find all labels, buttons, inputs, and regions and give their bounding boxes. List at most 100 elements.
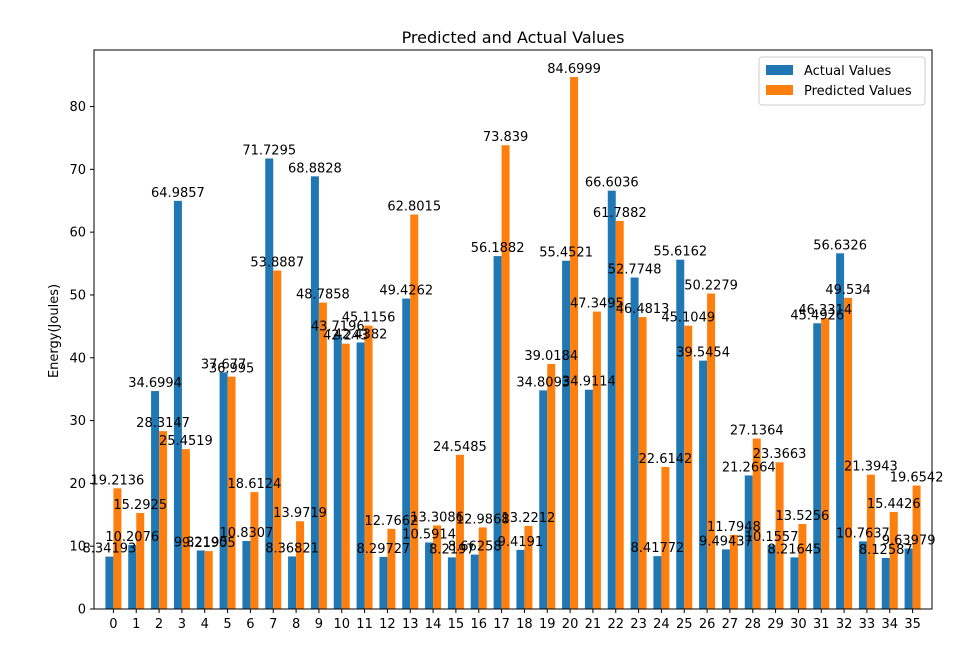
bar-label-predicted-14: 13.3086: [410, 510, 464, 525]
x-tick-label-2: 2: [155, 617, 163, 632]
y-tick-label-70: 70: [69, 163, 86, 178]
bar-label-predicted-26: 50.2279: [684, 279, 738, 294]
legend: Actual Values Predicted Values: [758, 56, 926, 106]
bar-label-actual-12: 8.29727: [357, 542, 411, 557]
bar-predicted-25: [684, 325, 693, 609]
x-tick-label-24: 24: [653, 617, 670, 632]
bar-predicted-28: [752, 438, 761, 609]
x-tick-label-10: 10: [333, 617, 350, 632]
bar-predicted-19: [547, 363, 556, 609]
x-tick-label-12: 12: [379, 617, 396, 632]
x-tick-label-27: 27: [722, 617, 739, 632]
bar-predicted-0: [113, 488, 122, 609]
x-tick-label-4: 4: [201, 617, 209, 632]
bar-predicted-27: [729, 534, 738, 609]
bar-label-actual-27: 9.49437: [699, 534, 753, 549]
bar-label-predicted-34: 15.4426: [867, 497, 921, 512]
bar-label-actual-5: 37.677: [201, 357, 247, 372]
bar-label-predicted-25: 45.1049: [661, 311, 715, 326]
x-tick-label-3: 3: [178, 617, 186, 632]
bar-actual-2: [151, 391, 160, 609]
bar-actual-20: [562, 260, 571, 609]
y-tick-label-80: 80: [69, 100, 86, 115]
bar-label-predicted-19: 39.0184: [524, 349, 578, 364]
bar-actual-16: [470, 554, 479, 609]
bar-label-predicted-5: 36.995: [209, 362, 255, 377]
bar-label-predicted-27: 11.7948: [707, 520, 761, 535]
bar-predicted-8: [296, 521, 305, 609]
bar-label-predicted-8: 13.9719: [273, 506, 327, 521]
bar-actual-23: [630, 277, 639, 609]
bar-predicted-14: [433, 525, 442, 609]
plot-frame: [93, 49, 933, 610]
x-tick-label-34: 34: [881, 617, 898, 632]
bar-actual-22: [607, 190, 616, 610]
x-tick-label-29: 29: [767, 617, 784, 632]
bar-label-predicted-10: 42.243: [323, 329, 369, 344]
bar-label-predicted-29: 23.3663: [753, 447, 807, 462]
bar-actual-17: [493, 256, 502, 609]
bar-predicted-9: [318, 302, 327, 609]
bar-predicted-31: [821, 318, 830, 609]
bar-label-actual-15: 8.2197: [429, 542, 475, 557]
legend-swatch-predicted: [766, 85, 793, 95]
bar-actual-33: [858, 541, 867, 609]
bar-actual-3: [173, 200, 182, 609]
bar-label-actual-20: 55.4521: [539, 246, 593, 261]
bar-label-actual-10: 43.7196: [311, 319, 365, 334]
bar-label-predicted-21: 47.3495: [570, 297, 624, 312]
bar-label-actual-28: 21.2664: [722, 460, 776, 475]
bar-label-actual-19: 34.8093: [516, 375, 570, 390]
x-tick-label-11: 11: [356, 617, 373, 632]
bar-actual-4: [196, 550, 205, 609]
bar-actual-26: [699, 360, 708, 609]
bar-label-predicted-9: 48.7858: [296, 288, 350, 303]
bar-actual-25: [676, 259, 685, 609]
bar-label-predicted-32: 49.534: [825, 283, 871, 298]
bar-actual-8: [288, 556, 297, 609]
bar-label-actual-18: 9.4191: [498, 535, 544, 550]
bar-actual-35: [904, 548, 913, 609]
bar-label-predicted-28: 27.1364: [730, 424, 784, 439]
bar-actual-24: [653, 556, 662, 609]
bar-actual-31: [813, 323, 822, 609]
bar-label-actual-22: 66.6036: [585, 176, 639, 191]
x-tick-label-5: 5: [223, 617, 231, 632]
bar-predicted-6: [250, 492, 259, 609]
bar-label-actual-32: 56.6326: [813, 238, 867, 253]
bar-actual-12: [379, 556, 388, 609]
bar-predicted-3: [181, 449, 190, 609]
bar-predicted-12: [387, 528, 396, 609]
bar-predicted-10: [341, 343, 350, 609]
bar-label-actual-4: 9.32195: [174, 535, 228, 550]
bar-predicted-11: [364, 325, 373, 609]
bar-predicted-22: [615, 220, 624, 609]
bar-predicted-4: [204, 551, 213, 609]
x-tick-label-1: 1: [132, 617, 140, 632]
x-tick-label-8: 8: [292, 617, 300, 632]
bar-predicted-32: [844, 297, 853, 609]
y-tick-label-20: 20: [69, 477, 86, 492]
x-tick-label-16: 16: [470, 617, 487, 632]
bar-label-predicted-6: 18.6124: [228, 477, 282, 492]
x-tick-label-32: 32: [836, 617, 853, 632]
x-tick-label-31: 31: [813, 617, 830, 632]
bar-actual-18: [516, 549, 525, 609]
bar-actual-10: [333, 334, 342, 609]
x-tick-label-15: 15: [448, 617, 465, 632]
bar-actual-7: [265, 158, 274, 609]
bar-label-actual-23: 52.7748: [608, 263, 662, 278]
bar-actual-15: [447, 557, 456, 609]
bar-actual-5: [219, 372, 228, 609]
bar-label-actual-21: 34.9114: [562, 375, 616, 390]
bars-layer: [105, 77, 921, 610]
y-tick-label-30: 30: [69, 414, 86, 429]
bar-actual-13: [402, 298, 411, 609]
bar-label-predicted-11: 45.1156: [342, 311, 396, 326]
x-tick-label-19: 19: [539, 617, 556, 632]
legend-frame: [758, 56, 926, 106]
y-axis-title: Energy(Joules): [47, 284, 62, 378]
bar-label-predicted-2: 28.3147: [136, 416, 190, 431]
bar-predicted-34: [889, 512, 898, 609]
